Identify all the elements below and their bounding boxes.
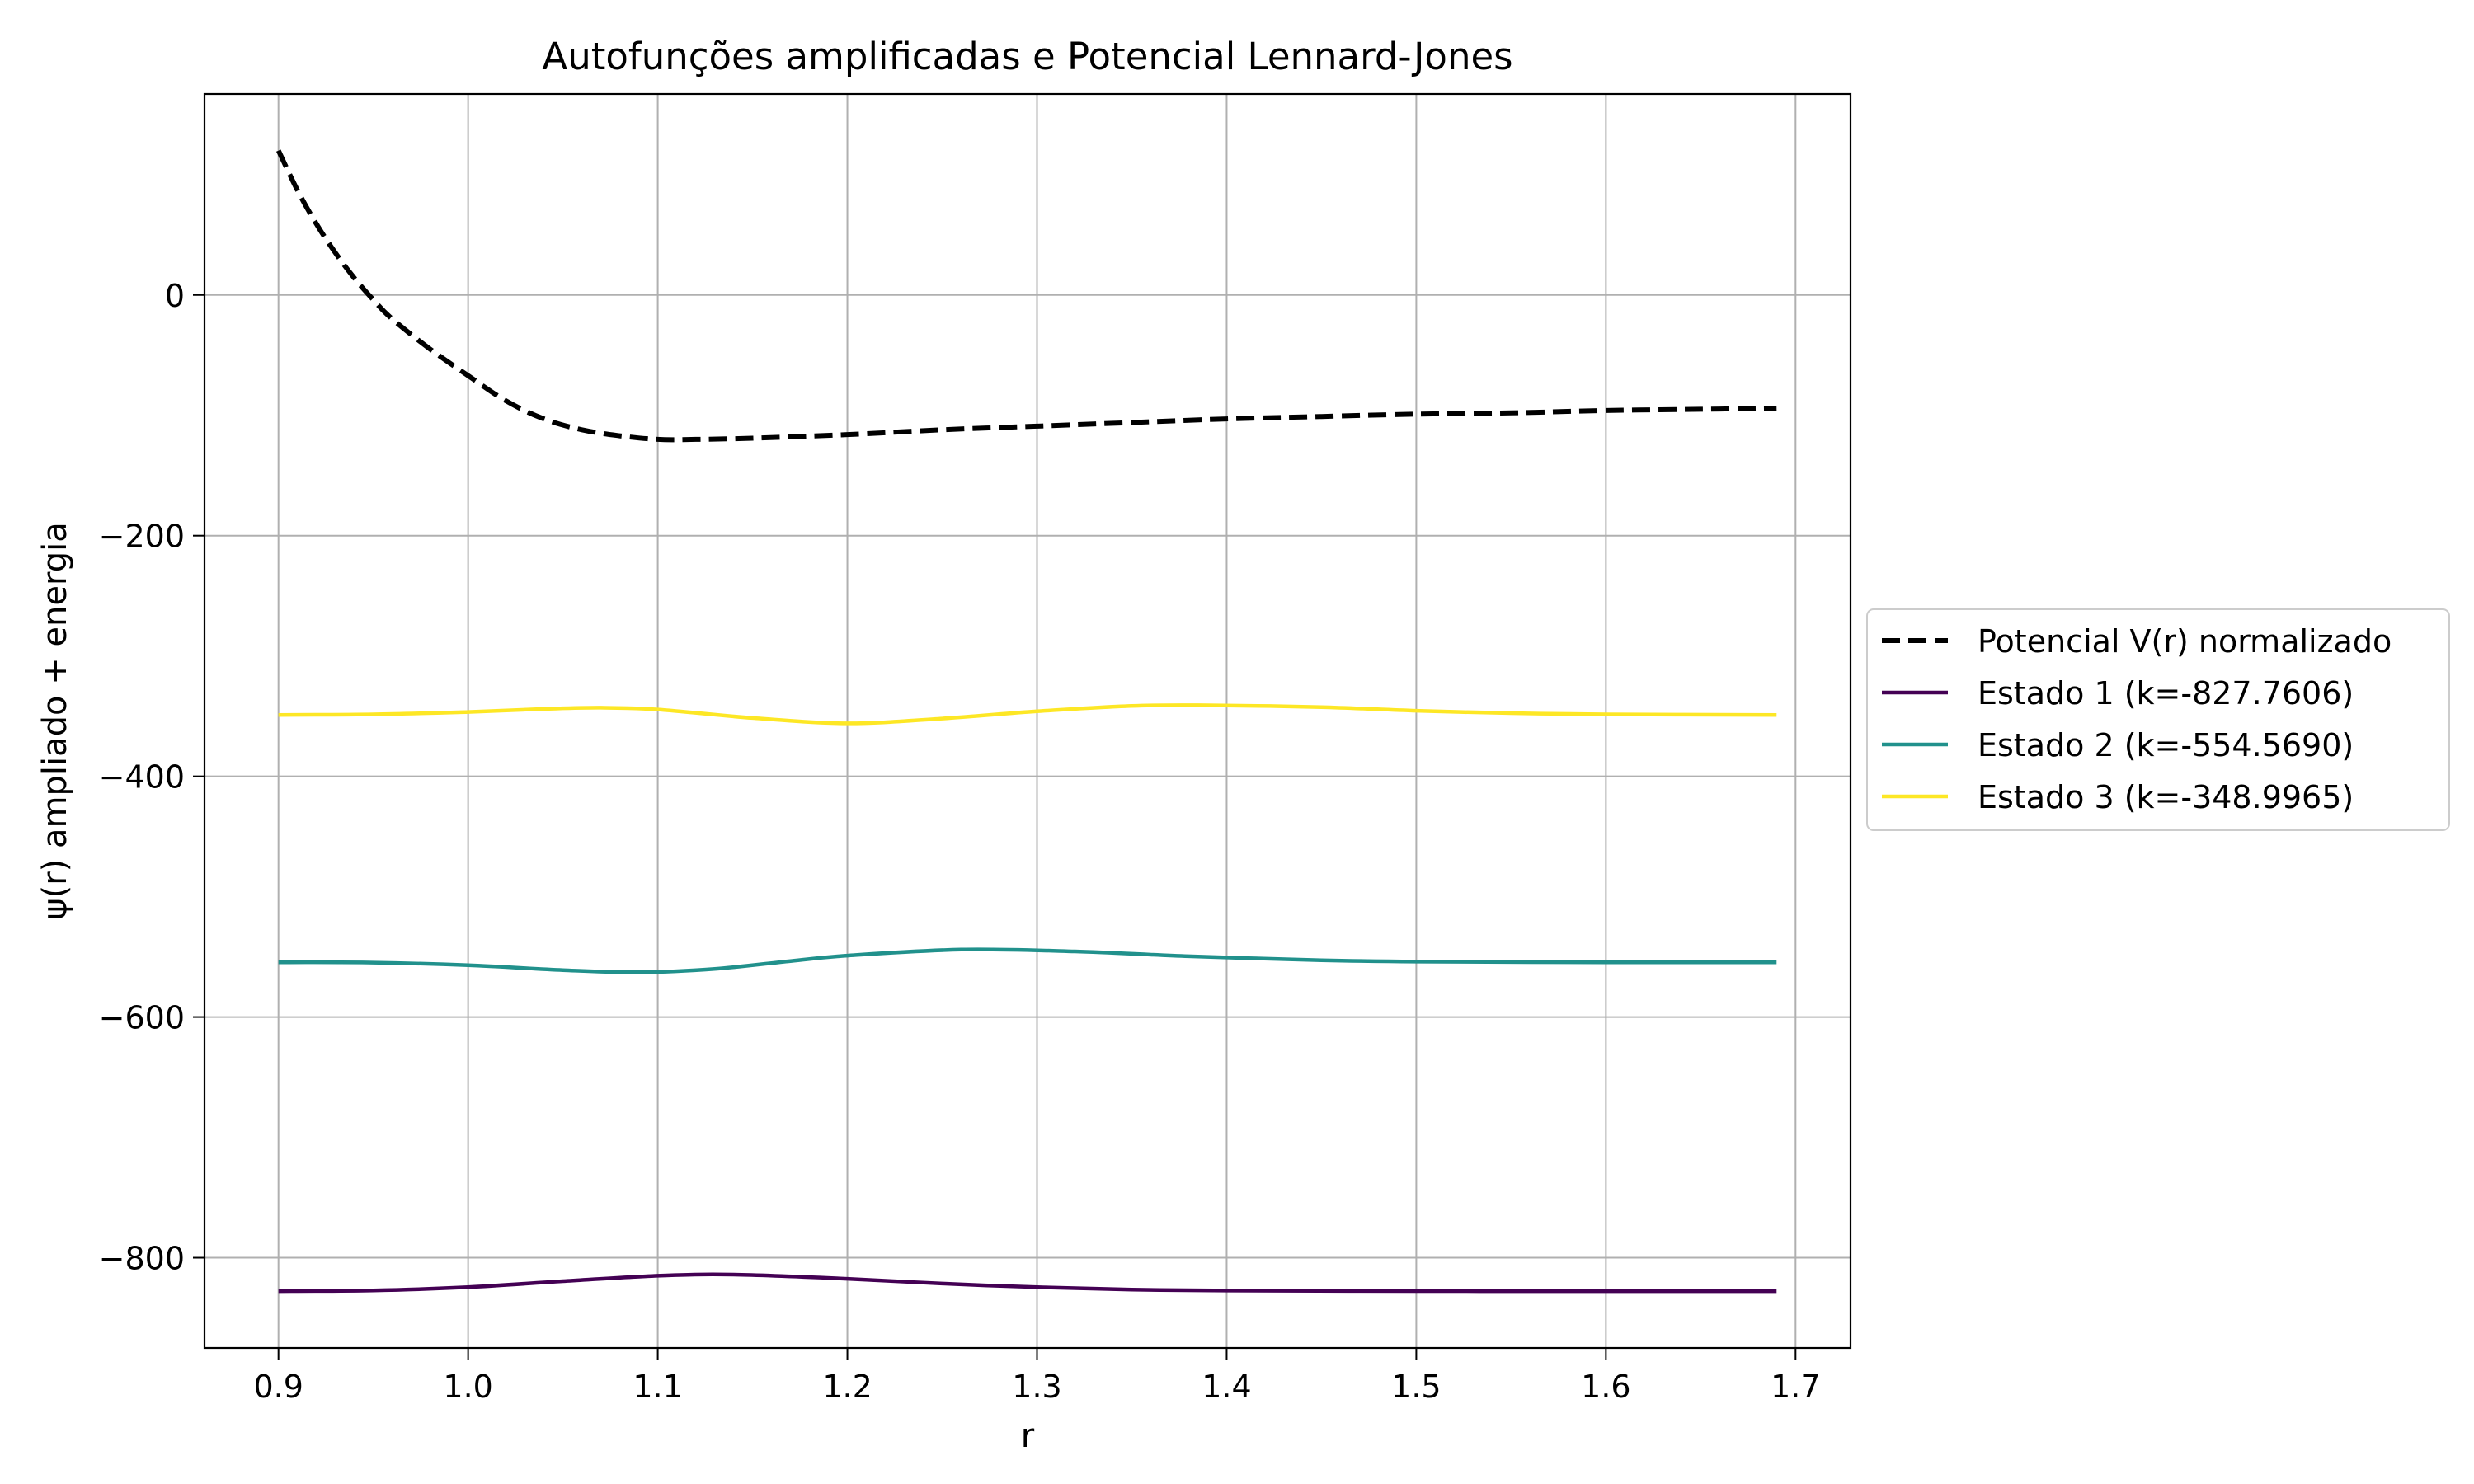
series-line-1 (275, 149, 1777, 443)
series-line-4 (278, 703, 1777, 726)
legend-box (1866, 608, 2450, 831)
x-axis-label: r (1021, 1417, 1035, 1455)
plot-frame (203, 92, 1852, 1350)
legend-label-1: Potencial V(r) normalizado (1978, 623, 2392, 660)
legend: Potencial V(r) normalizado Estado 1 (k=-8… (1866, 608, 2450, 831)
legend-label-3: Estado 2 (k=-554.5690) (1978, 727, 2354, 763)
y-tick-label: −600 (99, 1000, 185, 1036)
x-axis-ticks: 0.9 1.0 1.1 1.2 1.3 1.4 1.5 1.6 1.7 (253, 1348, 1821, 1405)
x-tick-label: 1.3 (1012, 1369, 1061, 1405)
x-tick-label: 1.6 (1581, 1369, 1630, 1405)
x-tick-label: 1.5 (1391, 1369, 1441, 1405)
legend-label-2: Estado 1 (k=-827.7606) (1978, 675, 2354, 711)
x-tick-label: 1.7 (1771, 1369, 1820, 1405)
x-tick-label: 1.4 (1202, 1369, 1251, 1405)
y-tick-label: −800 (99, 1241, 185, 1277)
y-tick-label: −400 (99, 759, 185, 796)
series-line-3 (278, 947, 1777, 974)
y-axis-ticks: 0 −200 −400 −600 −800 (99, 278, 205, 1277)
series-group (275, 149, 1777, 1294)
x-tick-label: 1.2 (822, 1369, 872, 1405)
series-line-2 (278, 1272, 1777, 1294)
y-axis-label: ψ(r) ampliado + energia (36, 522, 74, 920)
x-tick-label: 0.9 (253, 1369, 303, 1405)
legend-label-4: Estado 3 (k=-348.9965) (1978, 779, 2354, 815)
x-tick-label: 1.1 (633, 1369, 682, 1405)
chart-title: Autofunções amplificadas e Potencial Len… (542, 35, 1512, 78)
y-tick-label: 0 (165, 278, 185, 314)
grid (205, 94, 1851, 1348)
x-tick-label: 1.0 (443, 1369, 492, 1405)
y-tick-label: −200 (99, 519, 185, 555)
